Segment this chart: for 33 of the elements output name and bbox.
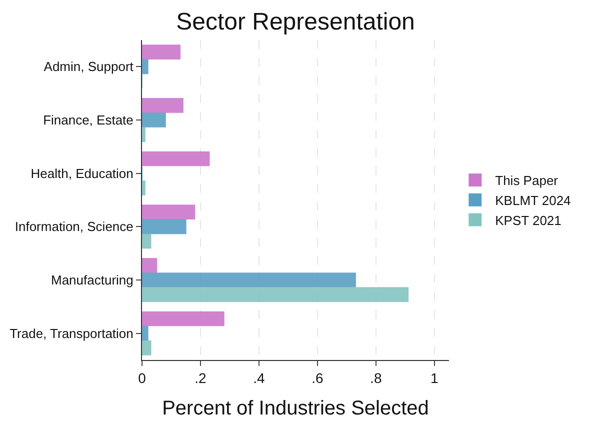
y-tick-label: Finance, Estate bbox=[43, 112, 134, 128]
bar bbox=[142, 204, 196, 220]
bar bbox=[142, 44, 181, 60]
bar bbox=[142, 326, 148, 341]
bar bbox=[142, 151, 210, 166]
bar bbox=[142, 127, 146, 142]
bar bbox=[142, 180, 146, 196]
x-tick-label: .4 bbox=[253, 370, 265, 386]
bar bbox=[142, 311, 224, 326]
x-axis-title: Percent of Industries Selected bbox=[162, 397, 429, 420]
bar bbox=[142, 258, 158, 273]
bar bbox=[142, 98, 184, 113]
x-tick-label: .6 bbox=[312, 370, 324, 386]
bar bbox=[142, 340, 152, 356]
bar bbox=[142, 112, 166, 128]
legend-label: This Paper bbox=[495, 173, 559, 188]
bar bbox=[142, 219, 186, 234]
bar bbox=[142, 234, 152, 249]
legend-label: KPST 2021 bbox=[495, 212, 562, 228]
bar bbox=[142, 272, 356, 288]
x-tick-label: .8 bbox=[370, 370, 382, 386]
y-tick-label: Manufacturing bbox=[51, 272, 134, 288]
y-tick-label: Health, Education bbox=[30, 166, 134, 181]
y-tick-label: Trade, Transportation bbox=[10, 326, 134, 341]
x-tick-label: 1 bbox=[430, 370, 438, 386]
x-tick-label: 0 bbox=[138, 370, 146, 386]
y-tick-label: Information, Science bbox=[14, 219, 134, 234]
bar bbox=[142, 59, 148, 74]
bar bbox=[142, 287, 409, 302]
x-tick-label: .2 bbox=[194, 370, 207, 386]
y-tick-label: Admin, Support bbox=[44, 59, 134, 74]
chart-title: Sector Representation bbox=[176, 8, 415, 36]
legend-label: KBLMT 2024 bbox=[495, 192, 571, 208]
